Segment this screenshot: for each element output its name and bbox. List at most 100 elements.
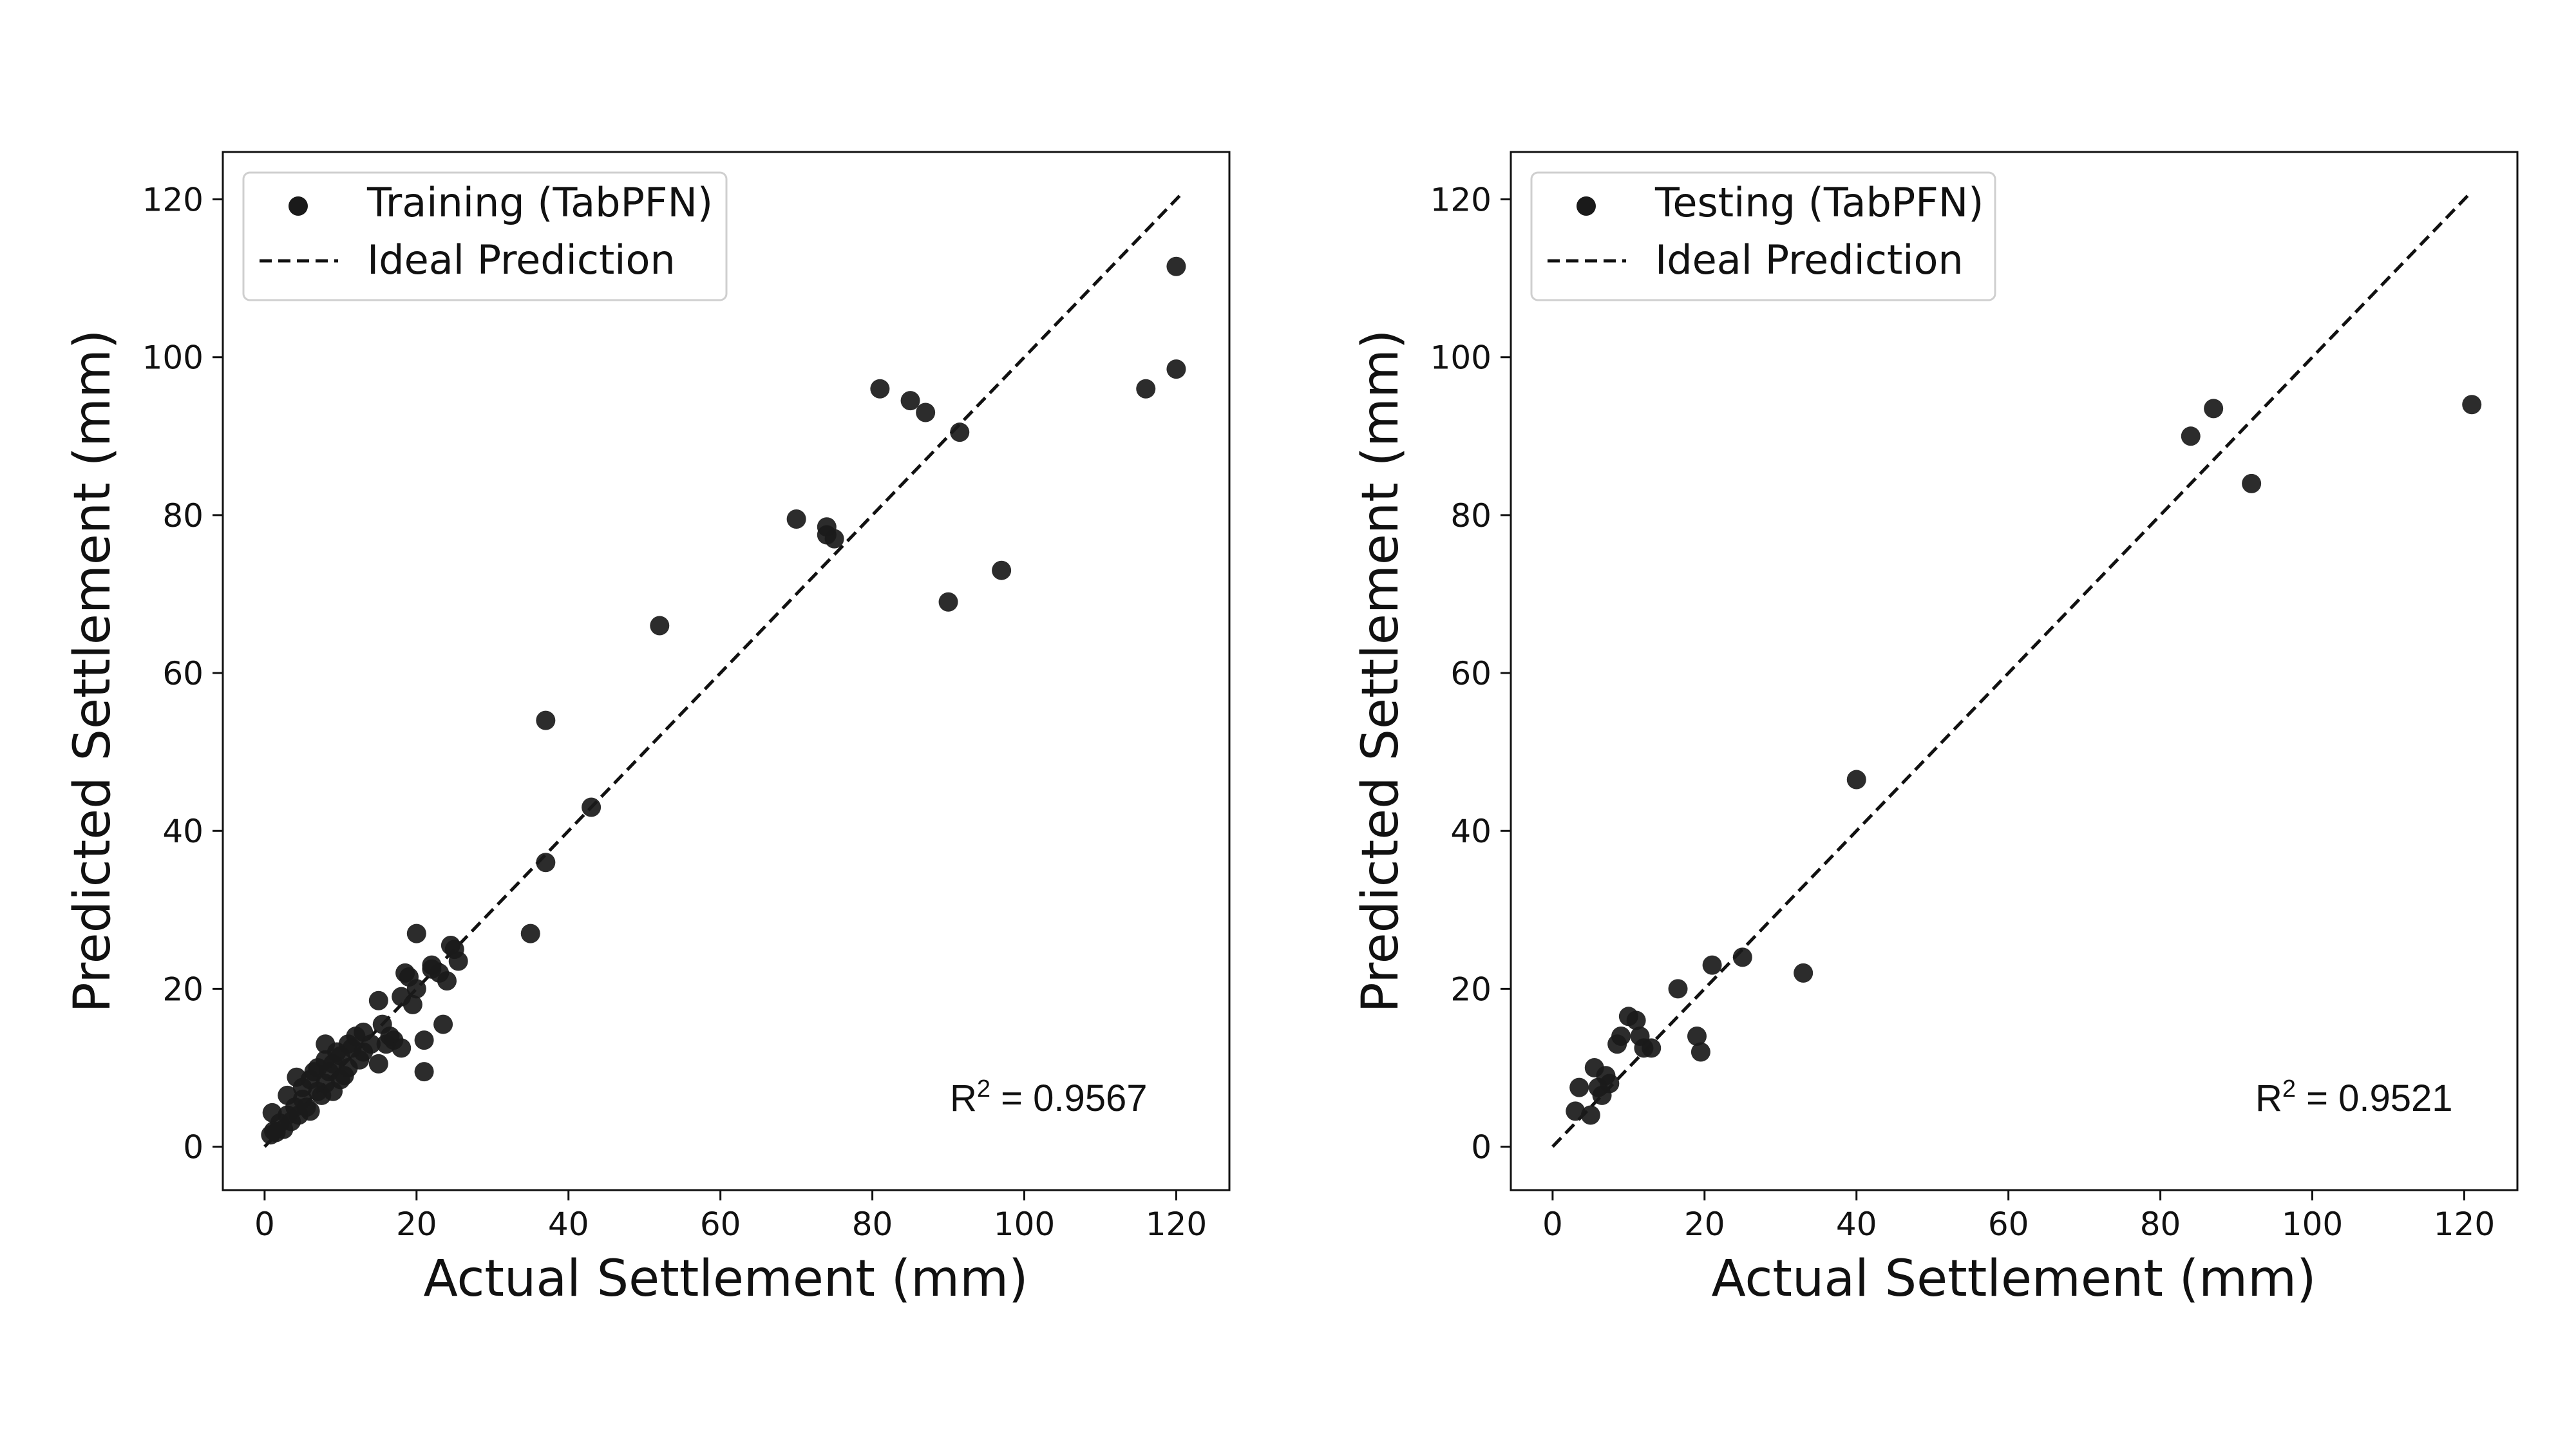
x-tick-label: 120	[2434, 1206, 2495, 1243]
r-squared-annotation: R2 = 0.9521	[2255, 1075, 2453, 1119]
y-axis-title: Predicted Settlement (mm)	[1352, 330, 1410, 1013]
plot-frame	[1510, 151, 2519, 1191]
legend-marker-scatter	[1577, 196, 1596, 216]
x-tick-label: 80	[852, 1206, 893, 1243]
scatter-point	[392, 1038, 412, 1058]
scatter-point	[1600, 1074, 1620, 1094]
legend: Training (TabPFN) Ideal Prediction	[242, 171, 728, 301]
scatter-point	[414, 1062, 434, 1082]
scatter-point	[2242, 473, 2262, 493]
scatter-point	[950, 422, 970, 442]
scatter-point	[1794, 963, 1814, 983]
x-tick-label: 40	[548, 1206, 589, 1243]
x-tick-label: 100	[2282, 1206, 2343, 1243]
scatter-point	[938, 592, 958, 612]
scatter-point	[1668, 979, 1688, 999]
x-tick-label: 0	[254, 1206, 275, 1243]
scatter-point	[992, 560, 1012, 580]
scatter-point	[900, 391, 920, 411]
plot-frame	[222, 151, 1231, 1191]
scatter-point	[433, 1014, 453, 1034]
scatter-point	[2181, 426, 2201, 446]
scatter-point	[1580, 1105, 1600, 1125]
scatter-point	[368, 1054, 388, 1074]
y-tick-label: 0	[1471, 1129, 1492, 1166]
x-tick-label: 80	[2140, 1206, 2181, 1243]
y-tick-label: 0	[183, 1129, 204, 1166]
scatter-point	[2204, 399, 2224, 419]
scatter-point	[1690, 1042, 1710, 1062]
r-squared-annotation: R2 = 0.9567	[950, 1075, 1148, 1119]
y-tick-label: 40	[1450, 813, 1492, 850]
scatter-point	[1611, 1026, 1631, 1046]
y-tick-label: 120	[1430, 182, 1492, 219]
scatter-point	[870, 379, 890, 399]
scatter-point	[650, 616, 670, 636]
scatter-point	[448, 951, 468, 971]
x-tick-label: 20	[396, 1206, 437, 1243]
scatter-point	[520, 923, 540, 943]
y-tick-label: 20	[162, 971, 204, 1008]
y-tick-label: 80	[1450, 497, 1492, 535]
y-tick-label: 40	[162, 813, 204, 850]
legend: Testing (TabPFN) Ideal Prediction	[1530, 171, 1996, 301]
scatter-point	[1569, 1077, 1589, 1097]
x-axis-title: Actual Settlement (mm)	[1711, 1250, 2316, 1308]
scatter-point	[1702, 955, 1722, 975]
scatter-point	[536, 710, 556, 730]
y-tick-label: 60	[1450, 655, 1492, 692]
scatter-point	[1566, 1101, 1586, 1121]
y-tick-label: 20	[1450, 971, 1492, 1008]
marks-group	[1551, 190, 2482, 1148]
scatter-point	[414, 1030, 434, 1050]
y-tick-label: 120	[142, 182, 204, 219]
x-tick-label: 20	[1684, 1206, 1725, 1243]
scatter-point	[824, 529, 844, 549]
y-tick-label: 60	[162, 655, 204, 692]
y-axis-title: Predicted Settlement (mm)	[64, 330, 122, 1013]
scatter-point	[406, 979, 426, 999]
scatter-point	[536, 853, 556, 873]
scatter-point	[1846, 770, 1866, 790]
chart-panel-testing: 0 20 40 60 80 100 120 0 20 40 60 80 100 120 Testing (…	[1352, 151, 2519, 1308]
scatter-point	[1166, 256, 1186, 276]
tick-group: 0 20 40 60 80 100 120 0 20 40 60 80 100 120	[142, 182, 1208, 1243]
scatter-point	[437, 971, 457, 991]
x-tick-label: 40	[1836, 1206, 1877, 1243]
legend-label-line: Ideal Prediction	[367, 236, 676, 283]
ideal-prediction-line	[263, 190, 1186, 1148]
scatter-point	[300, 1101, 320, 1121]
x-tick-label: 60	[1988, 1206, 2029, 1243]
x-axis-title: Actual Settlement (mm)	[423, 1250, 1028, 1308]
chart-panel-training: 0 20 40 60 80 100 120 0 20 40 60 80 100 120 Training …	[64, 151, 1231, 1308]
scatter-point	[402, 994, 422, 1014]
x-tick-label: 0	[1542, 1206, 1563, 1243]
x-tick-label: 60	[700, 1206, 741, 1243]
ideal-prediction-line	[1551, 190, 2474, 1148]
x-tick-label: 120	[1146, 1206, 1207, 1243]
legend-label-scatter: Training (TabPFN)	[366, 179, 713, 226]
legend-box	[1530, 171, 1996, 301]
y-tick-label: 100	[1430, 339, 1492, 377]
legend-label-line: Ideal Prediction	[1655, 236, 1964, 283]
legend-label-scatter: Testing (TabPFN)	[1654, 179, 1984, 226]
scatter-point	[582, 797, 601, 817]
scatter-point	[368, 990, 388, 1010]
scatter-point	[786, 509, 806, 529]
scatter-point	[1136, 379, 1156, 399]
scatter-point	[1687, 1026, 1707, 1046]
y-tick-label: 100	[142, 339, 204, 377]
legend-marker-scatter	[289, 196, 308, 216]
scatter-point	[1626, 1010, 1646, 1030]
x-tick-label: 100	[994, 1206, 1055, 1243]
scatter-point	[1642, 1038, 1662, 1058]
legend-box	[242, 171, 728, 301]
scatter-point	[406, 923, 426, 943]
scatter-point	[2462, 395, 2482, 415]
scatter-point	[361, 1034, 381, 1054]
scatter-point	[1166, 359, 1186, 379]
scatter-point	[1732, 947, 1752, 967]
y-tick-label: 80	[162, 497, 204, 535]
tick-group: 0 20 40 60 80 100 120 0 20 40 60 80 100 120	[1430, 182, 2496, 1243]
